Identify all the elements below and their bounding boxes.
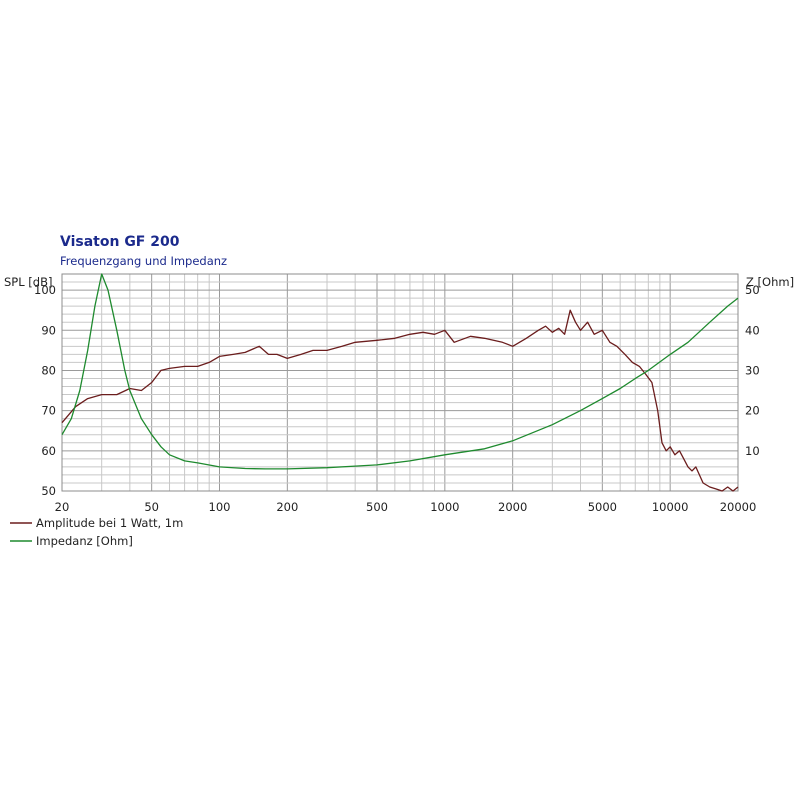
x-tick-label: 10000	[652, 500, 689, 514]
y-tick-label-left: 100	[34, 283, 56, 297]
y-tick-label-left: 50	[41, 484, 56, 498]
x-tick-label: 5000	[588, 500, 617, 514]
y-tick-label-right: 50	[745, 283, 760, 297]
x-tick-label: 50	[144, 500, 159, 514]
y-tick-label-left: 80	[41, 363, 56, 377]
legend-label-amplitude: Amplitude bei 1 Watt, 1m	[36, 516, 183, 530]
plot-frame	[61, 273, 739, 492]
series-line-amplitude	[61, 309, 739, 492]
chart-title: Visaton GF 200	[60, 234, 180, 250]
y-tick-label-left: 60	[41, 444, 56, 458]
y-axis-label-right: Z [Ohm]	[746, 275, 794, 289]
y-tick-label-right: 10	[745, 444, 760, 458]
y-tick-label-left: 90	[41, 323, 56, 337]
legend: Amplitude bei 1 Watt, 1m Impedanz [Ohm]	[10, 516, 183, 548]
y-tick-label-right: 40	[745, 323, 760, 337]
plot-grid	[62, 274, 738, 491]
y-tick-label-left: 70	[41, 404, 56, 418]
x-tick-label: 200	[276, 500, 298, 514]
x-tick-label: 100	[209, 500, 231, 514]
y-tick-label-right: 30	[745, 363, 760, 377]
series-layer	[61, 273, 739, 492]
x-tick-label: 20000	[720, 500, 757, 514]
chart-subtitle: Frequenzgang und Impedanz	[60, 254, 227, 268]
y-tick-label-right: 20	[745, 404, 760, 418]
x-tick-label: 2000	[498, 500, 527, 514]
x-tick-label: 20	[55, 500, 70, 514]
y-axis-label-left: SPL [dB]	[4, 275, 52, 289]
legend-label-impedance: Impedanz [Ohm]	[36, 534, 133, 548]
x-tick-label: 1000	[430, 500, 459, 514]
x-tick-label: 500	[366, 500, 388, 514]
tick-labels: 20 50 100 200 500 1000 2000 5000 10000 20000 50 60 7…	[34, 283, 760, 514]
series-line-impedance	[61, 273, 739, 470]
